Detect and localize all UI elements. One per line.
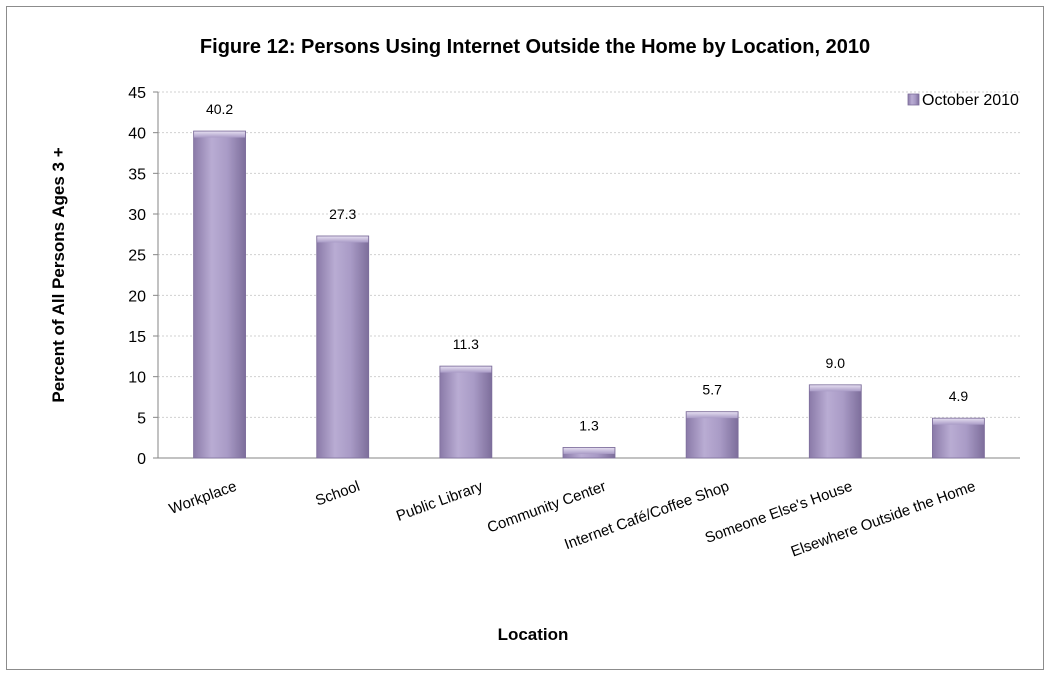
data-label: 9.0	[826, 355, 846, 371]
data-label: 4.9	[949, 388, 969, 404]
bar	[932, 417, 985, 459]
y-tick-label: 40	[128, 126, 146, 143]
data-labels: 40.2 27.3 11.3 1.3 5.7 9.0 4.9	[206, 101, 968, 433]
legend-label: October 2010	[922, 92, 1019, 109]
data-label: 40.2	[206, 101, 233, 117]
bar-bevel	[563, 447, 615, 454]
data-label: 11.3	[453, 336, 479, 352]
bar-bevel	[440, 366, 492, 373]
y-tick-label: 10	[128, 370, 146, 387]
category-label: Public Library	[394, 478, 486, 525]
y-tick-label: 30	[128, 207, 146, 224]
bar	[193, 130, 246, 459]
bars	[193, 130, 985, 459]
gridlines	[158, 91, 1020, 418]
bar	[685, 411, 739, 459]
category-label: Workplace	[167, 478, 239, 518]
bar-bevel	[809, 385, 861, 392]
y-tick-label: 25	[128, 248, 146, 265]
y-tick-label: 35	[128, 166, 146, 183]
data-label: 27.3	[329, 206, 356, 222]
y-axis-title: Percent of All Persons Ages 3 +	[49, 147, 68, 402]
y-tick-label: 20	[128, 288, 146, 305]
data-label: 5.7	[702, 382, 722, 398]
y-tick-label: 5	[137, 410, 146, 427]
bar-bevel	[686, 412, 738, 419]
data-label: 1.3	[579, 417, 599, 433]
bar	[808, 384, 862, 459]
x-axis-title: Location	[498, 625, 569, 644]
y-tick-label: 15	[128, 329, 146, 346]
category-label: School	[313, 478, 362, 510]
bar-bevel	[932, 418, 984, 425]
bar	[439, 365, 493, 459]
chart-title: Figure 12: Persons Using Internet Outsid…	[200, 36, 870, 58]
y-tick-label: 45	[128, 85, 146, 102]
legend: October 2010	[907, 92, 1019, 109]
y-axis-ticks: 0 5 10 15 20 25 30 35 40 45	[128, 85, 158, 468]
chart-frame	[6, 6, 1044, 670]
legend-swatch	[907, 93, 920, 106]
bar	[316, 235, 370, 459]
bar-bevel	[317, 236, 369, 243]
y-tick-label: 0	[137, 451, 146, 468]
category-labels: Workplace School Public Library Community C…	[167, 478, 978, 561]
bar-bevel	[194, 131, 246, 138]
